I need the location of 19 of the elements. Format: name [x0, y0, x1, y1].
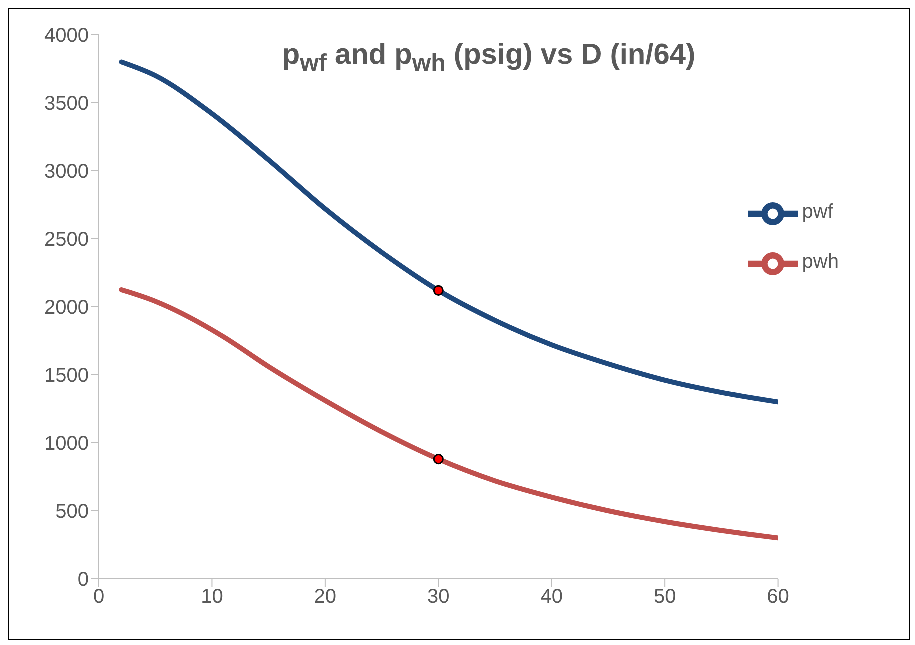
y-tick-label: 4000 — [44, 25, 89, 48]
y-tick-label: 2000 — [44, 297, 89, 320]
x-tick-label: 10 — [201, 586, 224, 608]
chart-title: p$_{wf}$ and p$_{wh}$ (psig) vs D (in/64) — [281, 39, 697, 78]
x-tick-label: 50 — [654, 586, 676, 608]
y-tick-label: 3000 — [44, 161, 89, 184]
x-tick-label: 40 — [540, 586, 563, 608]
legend-label: pwh — [802, 251, 839, 274]
y-tick-label: 1500 — [44, 365, 89, 388]
x-tick-label: 20 — [314, 586, 337, 608]
y-tick-label: 500 — [56, 501, 89, 524]
y-tick-label: 2500 — [44, 229, 89, 252]
legend-label: pwf — [802, 201, 834, 224]
x-tick-label: 30 — [428, 586, 450, 608]
x-tick-label: 60 — [767, 586, 790, 608]
y-tick-label: 0 — [78, 569, 89, 592]
x-tick-label: 0 — [93, 586, 105, 608]
y-tick-label: 3500 — [44, 93, 89, 116]
y-tick-label: 1000 — [44, 433, 89, 456]
